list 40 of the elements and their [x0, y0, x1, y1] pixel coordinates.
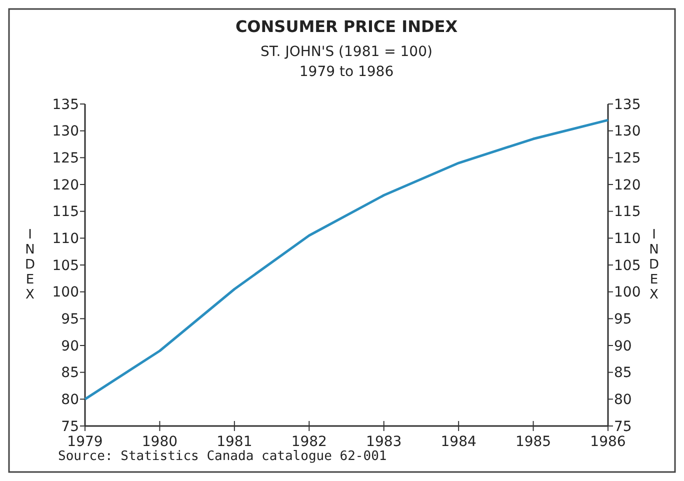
y2-tick-label: 90 — [614, 338, 632, 354]
chart-title: CONSUMER PRICE INDEX — [235, 17, 458, 36]
x-tick-label: 1985 — [515, 434, 552, 450]
y2-tick-label: 125 — [614, 150, 641, 167]
y2-tick-label: 115 — [614, 204, 641, 220]
y2-tick-label: 135 — [614, 96, 641, 113]
y2-tick-label: 85 — [614, 365, 632, 382]
y-tick-label: 105 — [52, 258, 79, 274]
y-tick-label: 90 — [61, 338, 79, 354]
y-tick-label: 80 — [61, 392, 79, 408]
line-series — [84, 118, 610, 400]
y-tick-label: 120 — [52, 177, 79, 194]
x-tick-label: 1983 — [366, 434, 402, 450]
y2-tick-label: 75 — [614, 418, 632, 435]
y-tick-label: 135 — [52, 96, 79, 113]
y2-tick-label: 130 — [614, 124, 641, 140]
source-note: Source: Statistics Canada catalogue 62-001 — [58, 449, 387, 464]
y2-tick-label: 120 — [614, 177, 641, 194]
x-tick-label: 1981 — [216, 434, 252, 450]
y2-tick-label: 105 — [614, 258, 641, 274]
chart-subtitle: ST. JOHN'S (1981 = 100) 1979 to 1986 — [260, 44, 432, 80]
y2-tick-label: 100 — [614, 284, 641, 301]
x-tick-label: 1986 — [590, 434, 626, 450]
y-tick-label: 75 — [61, 418, 79, 435]
x-tick-label: 1980 — [142, 434, 178, 450]
y-tick-label: 130 — [52, 124, 79, 140]
y-tick-label: 95 — [61, 312, 79, 328]
y2-tick-label: 95 — [614, 312, 632, 328]
x-tick-label: 1984 — [440, 434, 476, 450]
x-tick-label: 1979 — [67, 434, 103, 450]
y-tick-label: 110 — [52, 231, 79, 248]
y-tick-label: 115 — [52, 204, 79, 220]
y-axis-title: INDEX — [22, 228, 38, 302]
y-tick-label: 85 — [61, 365, 79, 382]
y2-tick-label: 110 — [614, 231, 641, 248]
y-tick-label: 100 — [52, 284, 79, 301]
y2-tick-label: 80 — [614, 392, 632, 408]
y2-axis-title: INDEX — [646, 228, 662, 302]
y-tick-label: 125 — [52, 150, 79, 167]
x-tick-label: 1982 — [291, 434, 327, 450]
